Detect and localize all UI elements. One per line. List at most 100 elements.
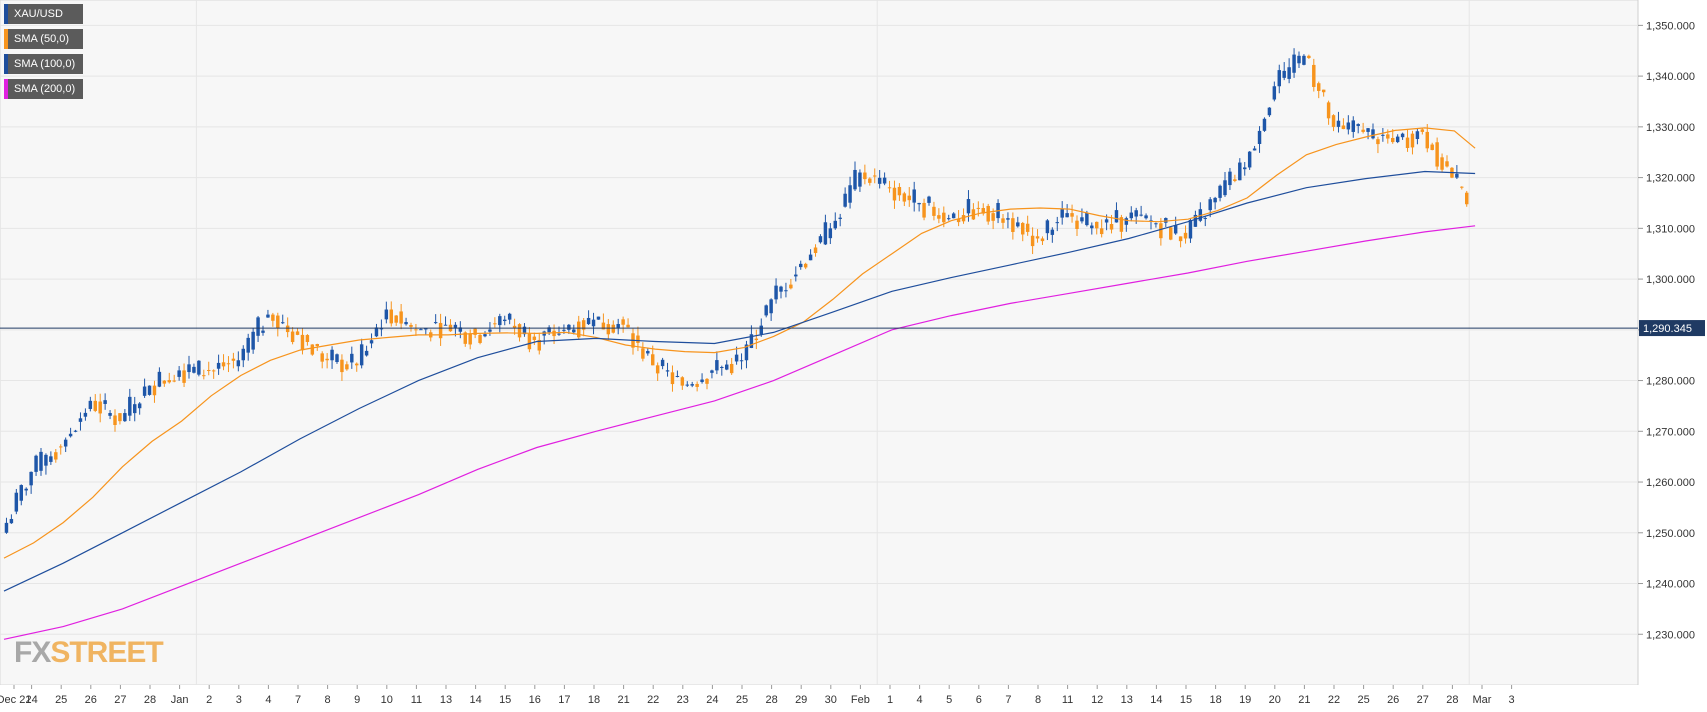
x-tick-label: 24 [25, 694, 37, 706]
last-price-label: 1,290.345 [1643, 323, 1692, 335]
candle-body [236, 360, 241, 367]
candle-body [670, 372, 675, 385]
x-tick-label: 4 [265, 694, 271, 706]
candle-body [887, 187, 892, 189]
candle-body [1154, 223, 1158, 225]
candle-body [932, 206, 936, 216]
candle-body [1252, 148, 1257, 151]
y-tick-label: 1,310.000 [1646, 223, 1695, 235]
candle-body [1326, 102, 1331, 119]
x-tick-label: 9 [354, 694, 360, 706]
candle-body [379, 327, 384, 330]
candles [4, 48, 1469, 534]
candle-body [266, 314, 270, 318]
candle-body [660, 359, 665, 367]
candle-body [414, 329, 418, 331]
candle-body [1282, 70, 1286, 78]
candle-body [389, 309, 393, 324]
candle-body [93, 400, 97, 411]
moving-averages [3, 127, 1476, 640]
y-tick-label: 1,280.000 [1646, 376, 1695, 388]
candle-body [182, 370, 186, 383]
candle-body [937, 215, 941, 219]
x-tick-label: 22 [1328, 694, 1340, 706]
x-tick-label: 25 [55, 694, 67, 706]
candle-body [1173, 225, 1178, 234]
x-tick-label: 20 [1269, 694, 1281, 706]
candle-body [552, 330, 556, 337]
candle-body [1425, 131, 1429, 149]
candle-body [438, 322, 443, 339]
candle-body [808, 254, 813, 261]
right-axis-area [1638, 0, 1707, 685]
candle-body [626, 324, 630, 328]
candle-body [720, 366, 724, 368]
candle-body [981, 208, 985, 214]
candle-body [710, 370, 714, 373]
x-tick-label: 16 [529, 694, 541, 706]
x-tick-label: 3 [1509, 694, 1515, 706]
sma-line [3, 127, 1476, 559]
candle-body [789, 284, 793, 289]
sma-line [3, 170, 1476, 592]
y-tick-label: 1,230.000 [1646, 629, 1695, 641]
candle-body [1090, 225, 1094, 229]
candle-body [690, 384, 694, 386]
candle-body [1025, 223, 1030, 232]
candle-body [581, 320, 586, 330]
y-tick-label: 1,250.000 [1646, 528, 1695, 540]
candle-body [966, 199, 971, 214]
candle-body [675, 375, 680, 377]
candle-body [1164, 218, 1168, 223]
candle-body [359, 344, 364, 366]
candle-body [34, 455, 38, 472]
candle-body [547, 327, 551, 333]
candle-body [1455, 173, 1459, 178]
legend-item-sma100[interactable]: SMA (100,0) [4, 54, 84, 74]
candle-body [374, 327, 379, 337]
candle-body [562, 329, 566, 331]
candle-body [1238, 162, 1242, 181]
candle-body [567, 324, 571, 330]
x-tick-label: 23 [677, 694, 689, 706]
candle-body [1144, 215, 1148, 219]
candle-body [577, 321, 581, 338]
x-tick-label: 1 [887, 694, 893, 706]
last-price-badge [1639, 320, 1705, 337]
logo-part-fx: FX [14, 636, 51, 669]
candle-body [1386, 134, 1390, 139]
bottom-axis-area [0, 685, 1707, 712]
x-tick-label: 30 [825, 694, 837, 706]
candle-body [310, 344, 315, 355]
candle-body [942, 212, 946, 223]
candle-body [83, 412, 88, 417]
candle-body [221, 362, 226, 367]
candle-body [305, 335, 310, 342]
legend-item-sma200[interactable]: SMA (200,0) [4, 79, 84, 99]
candle-body [271, 314, 275, 321]
candle-body [1257, 130, 1262, 144]
candle-body [1223, 180, 1227, 196]
candle-body [833, 220, 837, 229]
x-tick-label: 27 [1417, 694, 1429, 706]
candle-body [458, 327, 463, 332]
candle-body [971, 209, 976, 220]
x-tick-label: 11 [411, 694, 422, 706]
x-tick-label: 27 [114, 694, 126, 706]
legend-item-sma50[interactable]: SMA (50,0) [4, 29, 84, 49]
candle-body [927, 196, 931, 203]
candle-body [1188, 219, 1193, 239]
x-tick-label: 19 [1239, 694, 1251, 706]
candle-body [1050, 229, 1055, 235]
candle-body [453, 324, 458, 328]
x-tick-label: 13 [440, 694, 452, 706]
candle-body [399, 311, 403, 324]
x-tick-label: 15 [499, 694, 511, 706]
candle-body [133, 404, 137, 414]
legend-item-price[interactable]: XAU/USD [4, 4, 84, 24]
candle-body [202, 375, 206, 377]
candle-body [483, 334, 487, 337]
candle-body [1198, 209, 1203, 221]
candle-body [261, 330, 265, 333]
candle-body [1021, 223, 1025, 235]
